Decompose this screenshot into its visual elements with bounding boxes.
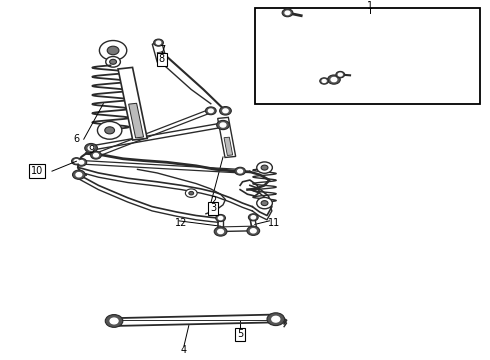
Circle shape	[220, 123, 226, 127]
Circle shape	[205, 107, 216, 115]
Text: 10: 10	[31, 166, 44, 176]
Circle shape	[107, 46, 119, 55]
Circle shape	[72, 158, 81, 165]
Circle shape	[338, 73, 342, 76]
Circle shape	[257, 162, 272, 173]
Circle shape	[105, 127, 115, 134]
Bar	[255, 8, 480, 104]
Polygon shape	[157, 52, 164, 60]
Circle shape	[219, 216, 223, 220]
Circle shape	[328, 75, 340, 84]
Text: 7: 7	[159, 45, 165, 55]
Circle shape	[285, 11, 290, 15]
Polygon shape	[118, 67, 147, 140]
Text: 4: 4	[181, 346, 187, 355]
Polygon shape	[315, 44, 341, 73]
Circle shape	[154, 39, 163, 46]
Circle shape	[320, 78, 329, 84]
Circle shape	[106, 57, 121, 67]
Circle shape	[76, 158, 87, 166]
Circle shape	[257, 197, 272, 209]
Polygon shape	[218, 117, 236, 157]
Text: 5: 5	[237, 329, 243, 339]
Circle shape	[156, 41, 161, 44]
Circle shape	[220, 107, 231, 115]
Circle shape	[250, 229, 256, 233]
Circle shape	[73, 170, 85, 179]
Circle shape	[248, 214, 258, 221]
Circle shape	[238, 170, 243, 173]
Polygon shape	[129, 103, 144, 138]
Text: 6: 6	[74, 134, 79, 144]
Circle shape	[185, 189, 197, 197]
Circle shape	[336, 71, 344, 78]
Circle shape	[272, 316, 280, 322]
Text: 8: 8	[159, 54, 165, 64]
Circle shape	[251, 216, 255, 219]
Circle shape	[110, 318, 118, 324]
Circle shape	[79, 161, 84, 164]
Circle shape	[98, 121, 122, 139]
Circle shape	[267, 313, 285, 325]
Circle shape	[99, 41, 127, 60]
Circle shape	[223, 109, 228, 113]
Circle shape	[282, 9, 293, 17]
Text: 3: 3	[210, 203, 216, 213]
Circle shape	[76, 173, 82, 177]
Circle shape	[261, 165, 268, 170]
Text: 11: 11	[268, 218, 280, 228]
Text: 1: 1	[367, 1, 373, 11]
Text: 9: 9	[88, 145, 94, 155]
Circle shape	[217, 120, 229, 130]
Circle shape	[105, 315, 123, 327]
Circle shape	[94, 153, 98, 157]
Circle shape	[91, 151, 101, 159]
Circle shape	[214, 227, 227, 236]
Circle shape	[74, 159, 78, 163]
Text: 12: 12	[175, 218, 188, 228]
Circle shape	[261, 201, 268, 206]
Circle shape	[208, 109, 213, 113]
Circle shape	[331, 77, 337, 82]
Circle shape	[247, 226, 260, 235]
Polygon shape	[152, 43, 167, 62]
Circle shape	[216, 215, 225, 221]
Circle shape	[88, 146, 94, 150]
Circle shape	[110, 59, 117, 64]
Polygon shape	[292, 14, 345, 76]
Circle shape	[218, 229, 223, 234]
Circle shape	[85, 144, 98, 153]
Circle shape	[189, 192, 194, 195]
Polygon shape	[224, 137, 233, 156]
Circle shape	[322, 80, 326, 82]
Text: 2: 2	[210, 196, 217, 206]
Circle shape	[235, 167, 245, 175]
